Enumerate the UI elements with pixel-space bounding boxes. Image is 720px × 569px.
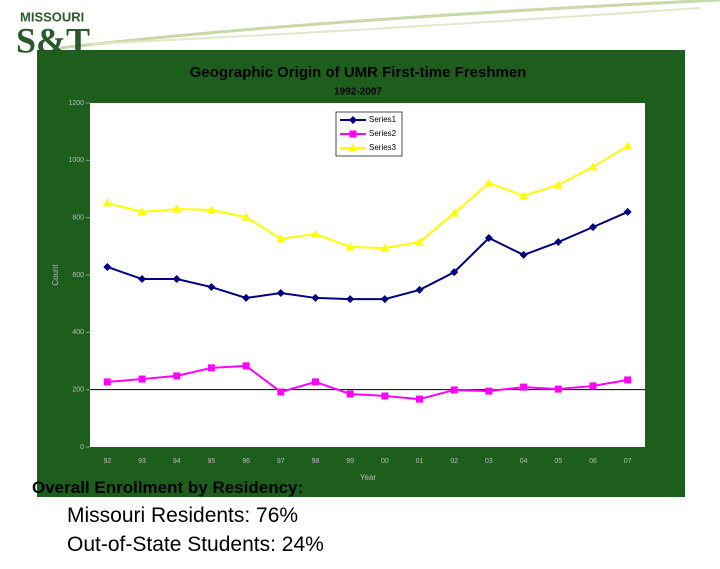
footer-heading: Overall Enrollment by Residency: bbox=[32, 478, 304, 497]
marker bbox=[380, 295, 389, 304]
marker bbox=[554, 238, 563, 247]
x-tick-label: 99 bbox=[346, 458, 354, 465]
marker bbox=[103, 378, 111, 386]
marker bbox=[311, 378, 319, 386]
x-tick-label: 97 bbox=[277, 458, 285, 465]
marker bbox=[519, 191, 529, 200]
marker bbox=[484, 178, 494, 187]
marker bbox=[484, 234, 493, 243]
x-tick-label: 95 bbox=[208, 458, 216, 465]
y-tick-label: 400 bbox=[72, 329, 84, 336]
marker bbox=[349, 130, 357, 138]
series-line bbox=[107, 364, 628, 401]
x-tick-label: 96 bbox=[242, 458, 250, 465]
legend-label: Series3 bbox=[369, 143, 397, 152]
series-line bbox=[107, 145, 629, 250]
marker bbox=[207, 283, 216, 292]
y-tick-label: 1000 bbox=[68, 157, 84, 164]
marker bbox=[311, 293, 320, 302]
legend-label: Series2 bbox=[369, 129, 397, 138]
marker bbox=[589, 382, 597, 390]
marker bbox=[348, 143, 358, 152]
y-axis-title: Count bbox=[51, 264, 60, 286]
marker bbox=[137, 207, 147, 216]
marker bbox=[346, 295, 355, 304]
marker bbox=[173, 372, 181, 380]
marker bbox=[416, 395, 424, 403]
marker bbox=[519, 250, 528, 259]
y-tick-label: 800 bbox=[72, 215, 84, 222]
marker bbox=[206, 205, 216, 214]
x-tick-label: 07 bbox=[624, 458, 632, 465]
marker bbox=[623, 207, 632, 216]
marker bbox=[276, 234, 286, 243]
marker bbox=[554, 385, 562, 393]
x-tick-label: 01 bbox=[416, 458, 424, 465]
marker bbox=[520, 383, 528, 391]
marker bbox=[449, 208, 459, 217]
marker bbox=[349, 116, 357, 124]
chart-title: Geographic Origin of UMR First-time Fres… bbox=[190, 64, 527, 81]
x-tick-label: 04 bbox=[520, 458, 528, 465]
marker bbox=[103, 262, 112, 271]
marker bbox=[172, 204, 182, 213]
marker bbox=[450, 268, 459, 277]
marker bbox=[623, 141, 633, 150]
x-tick-label: 93 bbox=[138, 458, 146, 465]
logo-top: MISSOURI bbox=[20, 9, 84, 24]
x-axis-title: Year bbox=[360, 473, 377, 482]
marker bbox=[310, 229, 320, 238]
y-tick-label: 600 bbox=[72, 272, 84, 279]
x-tick-label: 05 bbox=[554, 458, 562, 465]
x-tick-label: 03 bbox=[485, 458, 493, 465]
marker bbox=[102, 198, 112, 207]
marker bbox=[242, 293, 251, 302]
x-tick-label: 00 bbox=[381, 458, 389, 465]
marker bbox=[277, 388, 285, 396]
y-tick-label: 1200 bbox=[68, 100, 84, 107]
x-tick-label: 94 bbox=[173, 458, 181, 465]
decor-swoosh bbox=[89, 7, 701, 45]
marker bbox=[588, 223, 597, 232]
marker bbox=[553, 180, 563, 189]
y-tick-label: 200 bbox=[72, 387, 84, 394]
footer-item: Missouri Residents: 76% bbox=[67, 504, 299, 527]
marker bbox=[207, 364, 215, 372]
marker bbox=[450, 386, 458, 394]
x-tick-label: 98 bbox=[312, 458, 320, 465]
marker bbox=[485, 387, 493, 395]
marker bbox=[172, 275, 181, 284]
x-tick-label: 06 bbox=[589, 458, 597, 465]
marker bbox=[346, 390, 354, 398]
marker bbox=[624, 376, 632, 384]
series-line bbox=[107, 211, 629, 301]
marker bbox=[138, 275, 147, 284]
marker bbox=[345, 242, 355, 251]
legend-label: Series1 bbox=[369, 115, 397, 124]
marker bbox=[138, 375, 146, 383]
x-tick-label: 02 bbox=[450, 458, 458, 465]
decor-swoosh bbox=[59, 0, 720, 50]
y-tick-label: 0 bbox=[80, 444, 84, 451]
marker bbox=[276, 289, 285, 298]
marker bbox=[241, 212, 251, 221]
x-tick-label: 92 bbox=[103, 458, 111, 465]
marker bbox=[380, 243, 390, 252]
footer-item: Out-of-State Students: 24% bbox=[67, 533, 324, 556]
chart-subtitle: 1992-2007 bbox=[334, 87, 382, 98]
marker bbox=[415, 237, 425, 246]
marker bbox=[415, 285, 424, 294]
marker bbox=[242, 362, 250, 370]
marker bbox=[381, 392, 389, 400]
marker bbox=[588, 162, 598, 171]
